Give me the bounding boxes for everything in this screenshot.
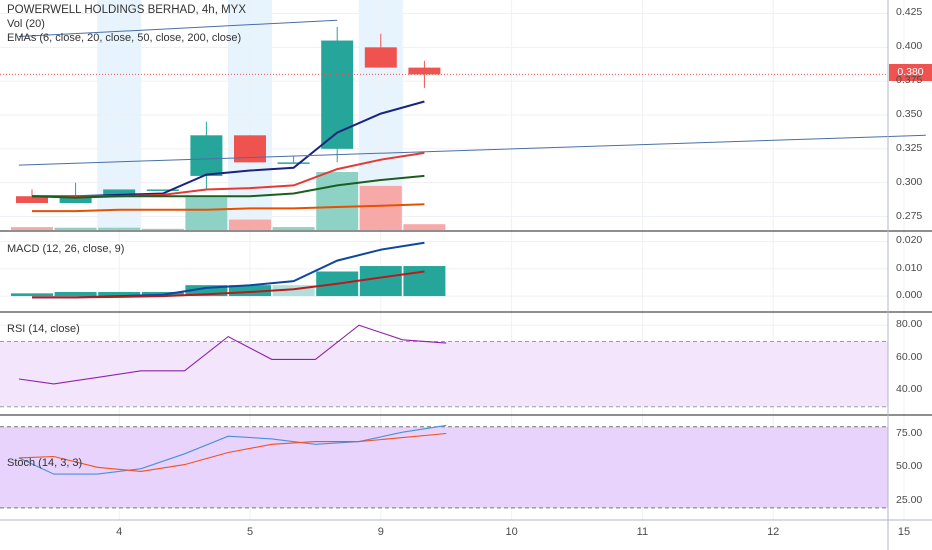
volume-bar [98,227,141,230]
x-tick-label: 15 [897,526,911,538]
trendline [18,134,926,166]
price-tick-label: 0.275 [896,209,923,222]
macd-histogram-bar [229,285,271,297]
x-tick-label: 12 [767,526,780,538]
volume-bar [272,227,315,230]
macd-histogram-bar [403,266,446,297]
price-tick-label: 0.300 [896,175,923,188]
candle-body [364,47,397,68]
signal-line [32,270,425,299]
volume-bar [141,228,184,230]
stoch-d-line [18,432,447,472]
rsi-tick-label: 80.00 [896,318,923,331]
volume-bar [185,197,228,230]
x-tick-label: 10 [505,526,518,538]
stoch-legend: Stoch (14, 3, 3) [7,457,83,469]
x-tick-label: 5 [246,526,254,538]
candle-body [16,196,48,203]
x-tick-label: 4 [116,526,123,538]
stoch-k-line [18,424,447,475]
volume-bar [359,185,402,230]
stoch-tick-label: 75.00 [896,426,923,439]
macd-histogram-bar [54,291,97,297]
ema-50-line [31,174,425,199]
main-pane-legend: POWERWELL HOLDINGS BERHAD, 4h, MYX Vol (… [7,3,246,45]
x-tick-label: 9 [377,526,384,538]
chart-title: POWERWELL HOLDINGS BERHAD, 4h, MYX [7,4,247,16]
price-tick-label: 0.350 [896,108,923,120]
volume-bar [11,227,53,230]
macd-histogram-bar [272,285,315,297]
macd-histogram-bar [359,266,402,297]
macd-histogram-bar [98,291,141,297]
stoch-band [0,426,888,508]
macd-tick-label: 0.000 [896,289,923,302]
candle-body [103,189,136,197]
candle-body [59,196,92,203]
rsi-tick-label: 60.00 [896,350,923,363]
macd-histogram-bar [11,293,53,297]
ema-200-line [32,203,425,213]
last-price-tag: 0.380 [889,64,932,81]
price-tick-label: 0.375 [896,74,923,87]
x-tick-label: 11 [636,526,649,538]
macd-tick-label: 0.010 [896,261,923,274]
stoch-tick-label: 50.00 [896,460,923,473]
rsi-legend: RSI (14, close) [7,323,80,335]
rsi-line [18,324,447,385]
trendline [18,19,338,37]
volume-bar [54,227,97,230]
candle-body [321,40,354,149]
volume-bar [229,219,271,230]
rsi-tick-label: 40.00 [896,383,923,396]
price-tick-label: 0.325 [896,141,923,154]
volume-legend: Vol (20) [7,18,45,30]
macd-legend: MACD (12, 26, close, 9) [7,243,125,255]
candle-body [146,189,179,191]
stoch-tick-label: 25.00 [896,494,923,507]
price-tick-label: 0.425 [896,6,923,19]
candle-body [408,67,441,75]
volume-bar [403,224,446,230]
macd-tick-label: 0.020 [896,234,923,247]
price-tick-label: 0.400 [896,40,923,53]
ema-legend: EMAs (6, close, 20, close, 50, close, 20… [7,32,242,44]
candle-body [277,162,310,164]
volume-bar [316,172,359,230]
macd-histogram-bar [185,285,228,297]
candle-body [190,135,223,176]
rsi-band [0,341,888,407]
